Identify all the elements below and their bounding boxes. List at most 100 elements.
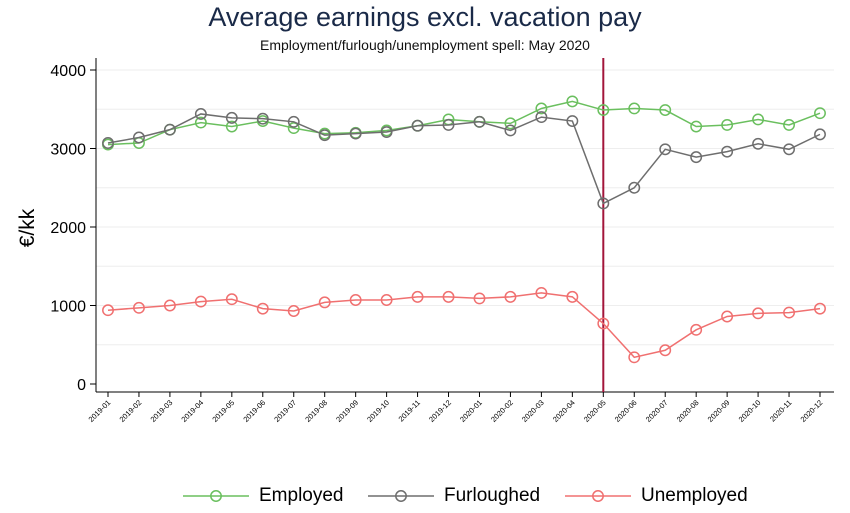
data-point	[721, 145, 734, 158]
data-point	[535, 286, 548, 299]
x-tick-label: 2020-09	[706, 398, 732, 424]
data-point	[690, 323, 703, 336]
legend-swatch	[368, 490, 434, 502]
x-tick-label: 2019-03	[148, 398, 174, 424]
data-point	[411, 119, 424, 132]
data-point	[380, 126, 393, 138]
legend-label: Employed	[259, 485, 344, 506]
chart-title: Average earnings excl. vacation pay	[208, 2, 642, 32]
data-point	[535, 102, 548, 115]
x-tick-label: 2020-08	[675, 398, 701, 424]
data-point	[442, 290, 455, 303]
data-point	[225, 111, 238, 124]
data-point	[628, 181, 641, 194]
data-point	[349, 294, 362, 306]
data-point	[628, 351, 641, 364]
data-point	[380, 294, 393, 306]
x-tick-label: 2020-12	[799, 398, 825, 424]
x-tick-label: 2019-04	[179, 398, 205, 424]
data-point	[225, 120, 238, 133]
x-tick-label: 2019-09	[334, 398, 360, 424]
data-point	[194, 295, 207, 308]
data-point	[690, 151, 703, 164]
data-point	[814, 302, 826, 315]
y-axis-label: €/kk	[16, 208, 39, 247]
y-tick-label: 1000	[50, 299, 86, 316]
x-tick-label: 2020-04	[551, 398, 577, 424]
x-tick-label: 2019-05	[210, 398, 236, 424]
data-point	[535, 111, 548, 124]
y-tick-label: 2000	[50, 220, 86, 237]
legend-swatch-marker	[395, 490, 407, 502]
data-point	[814, 107, 826, 120]
data-point	[102, 137, 114, 149]
data-point	[690, 120, 703, 133]
x-tick-label: 2019-12	[427, 398, 453, 424]
legend-label: Unemployed	[641, 485, 748, 506]
data-point	[163, 299, 176, 312]
x-tick-label: 2020-01	[458, 398, 484, 424]
data-point	[225, 293, 238, 306]
data-point	[597, 104, 610, 116]
x-tick-label: 2019-06	[241, 398, 267, 424]
data-point	[473, 292, 486, 305]
x-tick-label: 2020-06	[613, 398, 639, 424]
data-point	[318, 296, 331, 309]
data-point	[442, 119, 455, 131]
data-point	[287, 115, 300, 128]
data-point	[721, 310, 734, 323]
data-point	[133, 301, 145, 314]
x-tick-label: 2020-10	[737, 398, 763, 424]
data-point	[256, 112, 269, 125]
x-tick-label: 2019-07	[272, 398, 298, 424]
data-point	[628, 102, 641, 115]
series-line	[107, 113, 821, 205]
series-unemployed	[102, 286, 826, 364]
legend-label: Furloughed	[444, 485, 541, 506]
y-tick-label: 3000	[50, 142, 86, 159]
data-point	[133, 131, 145, 144]
x-tick-label: 2020-05	[582, 398, 608, 424]
x-tick-label: 2020-07	[644, 398, 670, 424]
series-furloughed	[102, 108, 826, 210]
x-tick-label: 2020-02	[489, 398, 515, 424]
data-point	[473, 115, 486, 128]
legend-swatch	[565, 490, 631, 502]
data-point	[318, 129, 331, 142]
x-tick-label: 2019-02	[118, 398, 144, 424]
series-line	[107, 292, 821, 359]
data-point	[814, 128, 826, 141]
legend-item: Employed	[183, 483, 344, 509]
chart-subtitle: Employment/furlough/unemployment spell: …	[260, 37, 590, 53]
data-point	[411, 290, 424, 303]
legend-item: Furloughed	[368, 483, 540, 509]
data-point	[504, 124, 517, 137]
data-point	[659, 104, 672, 116]
data-point	[752, 137, 765, 150]
data-point	[102, 304, 114, 317]
data-point	[194, 116, 207, 129]
data-point	[504, 117, 517, 130]
data-point	[566, 290, 579, 303]
data-point	[659, 344, 672, 357]
data-point	[256, 302, 269, 315]
x-tick-label: 2019-01	[87, 398, 113, 424]
data-point	[287, 122, 300, 135]
legend-swatch	[183, 490, 249, 502]
legend-swatch-marker	[210, 490, 222, 502]
data-point	[597, 317, 610, 330]
x-tick-label: 2020-03	[520, 398, 546, 424]
data-point	[752, 113, 765, 126]
x-tick-label: 2019-11	[397, 398, 422, 423]
data-point	[566, 115, 579, 127]
data-point	[287, 305, 300, 317]
legend-swatch-marker	[592, 490, 604, 502]
legend-item: Unemployed	[565, 483, 748, 509]
data-point	[783, 306, 795, 319]
legend: Employed Furloughed Unemployed	[0, 483, 850, 509]
data-point	[566, 95, 579, 108]
x-tick-label: 2019-10	[365, 398, 391, 424]
data-point	[752, 307, 765, 320]
data-point	[349, 127, 362, 140]
